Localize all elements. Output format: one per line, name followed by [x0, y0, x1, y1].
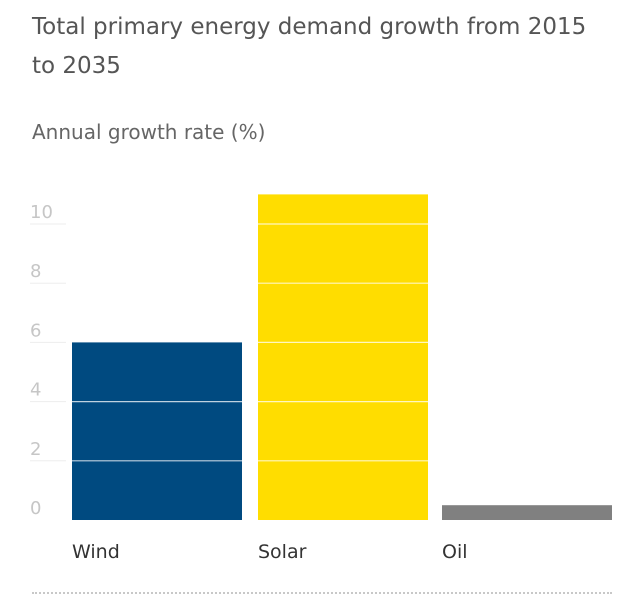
x-label-wind: Wind: [72, 541, 120, 563]
chart-title: Total primary energy demand growth from …: [32, 14, 587, 79]
footer-divider: [32, 592, 612, 594]
y-tick-label-6: 6: [30, 320, 41, 341]
y-tick-label-4: 4: [30, 380, 41, 401]
x-label-solar: Solar: [258, 541, 307, 563]
bars: [72, 194, 612, 520]
y-tick-label-0: 0: [30, 498, 41, 519]
y-tick-label-10: 10: [30, 202, 53, 223]
bar-solar: [258, 194, 428, 520]
gridlines: [72, 223, 428, 462]
x-label-oil: Oil: [442, 541, 468, 563]
y-tick-label-8: 8: [30, 261, 41, 282]
y-axis: 0 2 4 6 8 10: [30, 202, 66, 519]
bar-wind: [72, 342, 242, 520]
bar-oil: [442, 505, 612, 520]
x-axis: Wind Solar Oil: [72, 541, 468, 563]
y-tick-label-2: 2: [30, 439, 41, 460]
chart-subtitle: Annual growth rate (%): [32, 120, 266, 144]
